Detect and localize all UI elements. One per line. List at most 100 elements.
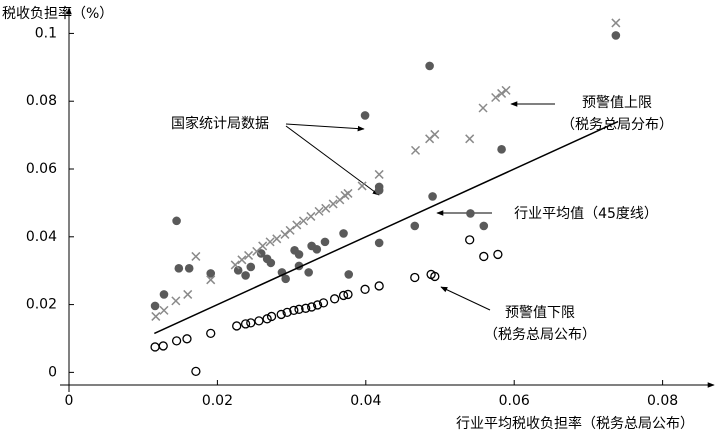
point [493,249,503,260]
point [430,271,440,282]
point [360,111,370,120]
point [266,311,277,322]
point [425,61,434,71]
point [174,264,184,273]
point [172,216,181,226]
arrow [440,286,491,311]
point [158,341,168,351]
point [294,250,304,259]
point [280,229,290,239]
point [256,249,266,258]
annotation: 国家统计局数据 [171,115,269,132]
point [478,103,488,113]
point [182,334,192,344]
y-tick-label: 0 [48,364,57,380]
point [237,255,247,265]
arrow [285,123,365,132]
point [233,266,243,275]
point [374,281,384,291]
annotation: 预警值上限 [582,95,652,111]
point [491,92,501,103]
point [183,289,193,299]
point [312,300,323,310]
y-tick-label: 0.04 [26,229,57,245]
point [246,262,256,272]
point [328,199,338,209]
point [466,209,475,218]
annotation: 预警值下限 [505,305,575,321]
point [171,296,181,306]
point [611,31,621,40]
point [410,145,421,155]
point [497,88,507,98]
point [150,301,160,311]
point [479,221,489,231]
point [258,241,268,251]
point [357,181,367,191]
x-tick-label: 0.08 [647,393,678,409]
point [344,270,354,279]
point [282,307,292,318]
point [254,316,264,326]
point [318,298,329,308]
point [465,235,475,245]
point [329,294,340,304]
point [230,260,240,270]
point [320,237,330,247]
point [374,169,384,179]
point [428,192,437,201]
point [150,342,160,352]
x-tick-label: 0.04 [350,393,381,409]
y-tick-label: 0.02 [26,297,57,313]
point [306,302,317,312]
point [276,309,286,320]
point [479,251,489,262]
point [374,186,384,195]
annotation: （税务总局分布） [561,117,673,133]
y-tick-label: 0.08 [26,93,57,109]
point [206,328,216,339]
point [159,290,169,299]
point [241,271,250,280]
point [191,366,201,377]
point [304,268,313,277]
arrow [285,125,380,196]
point [430,129,440,139]
point [159,305,169,315]
point [285,225,295,235]
point [281,274,290,284]
point [306,211,316,221]
point [338,290,349,301]
point [191,251,201,261]
point [339,229,348,238]
point [410,272,420,283]
point [611,18,621,28]
point [151,311,161,321]
point [312,245,322,254]
point [272,234,282,244]
point [343,188,353,198]
point [292,220,302,230]
point [321,203,331,213]
annotation: 行业平均值（45度线） [514,206,658,222]
point [465,134,475,144]
point [343,289,353,300]
point [301,303,311,313]
point [266,258,276,268]
point [410,221,420,231]
y-tick-label: 0.06 [26,161,57,177]
annotation: （税务总局公布） [484,327,596,343]
point [265,237,275,247]
point [206,275,216,285]
x-axis-title: 行业平均税收负担率（税务总局公布） [456,415,694,432]
point [294,304,304,314]
point [314,206,324,216]
point [232,321,242,331]
point [298,216,309,226]
point [497,145,506,154]
point [246,318,256,328]
point [206,269,216,278]
point [360,284,370,294]
